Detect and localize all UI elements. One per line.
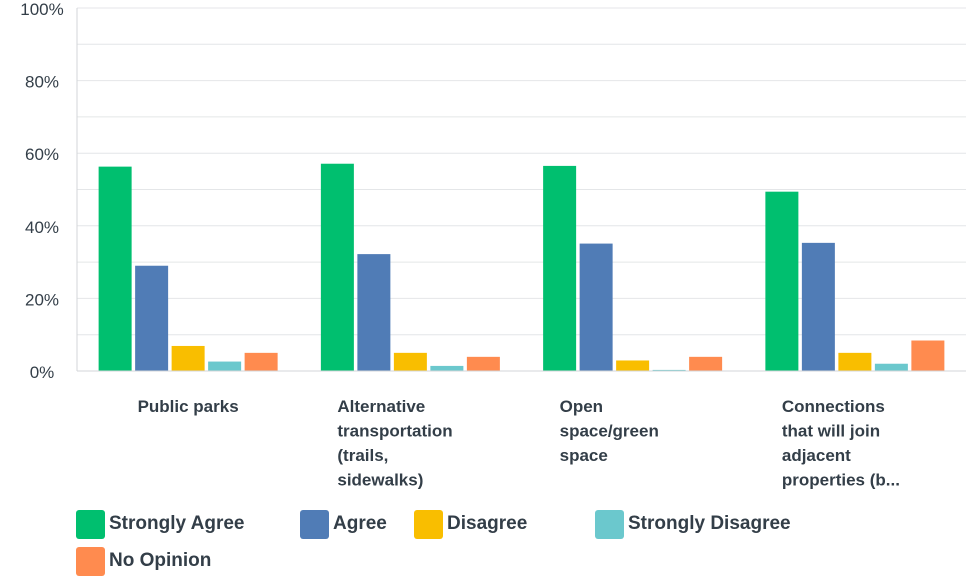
bar	[838, 352, 872, 371]
legend-item: Agree	[300, 509, 387, 539]
bar	[652, 369, 686, 371]
x-category-label-line: space/green	[560, 422, 659, 441]
legend-item: Strongly Agree	[76, 509, 245, 539]
x-category-label-line: transportation	[337, 422, 452, 441]
legend-swatch	[595, 509, 624, 539]
bar	[244, 352, 278, 371]
bar	[616, 360, 650, 371]
legend-item: Strongly Disagree	[595, 509, 791, 539]
legend-label: Strongly Disagree	[628, 513, 791, 534]
x-category-label-line: sidewalks)	[337, 471, 423, 490]
x-category-label: Alternative transportation (trails, sidewal…	[337, 397, 452, 490]
x-category-label-line: Open	[560, 397, 603, 416]
x-category-label: Connections that will join adjacent propert…	[782, 397, 900, 490]
bar	[543, 165, 577, 371]
bar	[171, 345, 205, 371]
x-category-label-line: properties (b...	[782, 471, 900, 490]
bar-chart: 0% 20% 40% 60% 80% 100% Public parks Alternati…	[20, 0, 966, 490]
x-category-label-line: Connections	[782, 397, 885, 416]
bar	[689, 356, 723, 371]
x-category-label-line: space	[560, 446, 608, 465]
y-tick-label: 80%	[25, 73, 59, 92]
bar	[430, 365, 464, 371]
y-tick-label: 0%	[30, 363, 55, 382]
x-category-label: Public parks	[138, 397, 239, 416]
y-tick-label: 60%	[25, 145, 59, 164]
bar	[135, 265, 169, 371]
x-category-label-line: Alternative	[337, 397, 425, 416]
bar	[393, 352, 427, 371]
bar	[874, 363, 908, 371]
legend-item: Disagree	[414, 509, 527, 539]
legend-swatch	[76, 509, 105, 539]
bar	[357, 254, 391, 371]
legend-item: No Opinion	[76, 546, 211, 576]
legend-swatch	[414, 509, 443, 539]
bar	[98, 166, 132, 371]
legend-swatch	[300, 509, 329, 539]
bar	[320, 163, 354, 371]
x-category-label-line: Public parks	[138, 397, 239, 416]
y-axis-tick-labels: 0% 20% 40% 60% 80% 100%	[20, 0, 63, 382]
bar	[466, 356, 500, 371]
x-axis-category-labels: Public parks Alternative transportation (tr…	[138, 397, 900, 490]
legend-swatch	[76, 546, 105, 576]
x-category-label-line: (trails,	[337, 446, 388, 465]
y-tick-label: 20%	[25, 290, 59, 309]
legend-label: No Opinion	[109, 550, 212, 571]
bar	[208, 361, 242, 371]
bar	[801, 242, 835, 371]
legend-label: Agree	[333, 513, 387, 534]
gridlines	[77, 7, 966, 336]
legend-label: Disagree	[447, 513, 528, 534]
y-tick-label: 100%	[20, 0, 63, 19]
x-category-label-line: that will join	[782, 422, 880, 441]
bar	[765, 191, 799, 371]
bar	[579, 243, 613, 371]
y-tick-label: 40%	[25, 218, 59, 237]
bars	[98, 163, 945, 371]
x-category-label: Open space/green space	[560, 397, 659, 465]
bar	[911, 340, 945, 371]
legend-label: Strongly Agree	[109, 513, 245, 534]
x-category-label-line: adjacent	[782, 446, 851, 465]
